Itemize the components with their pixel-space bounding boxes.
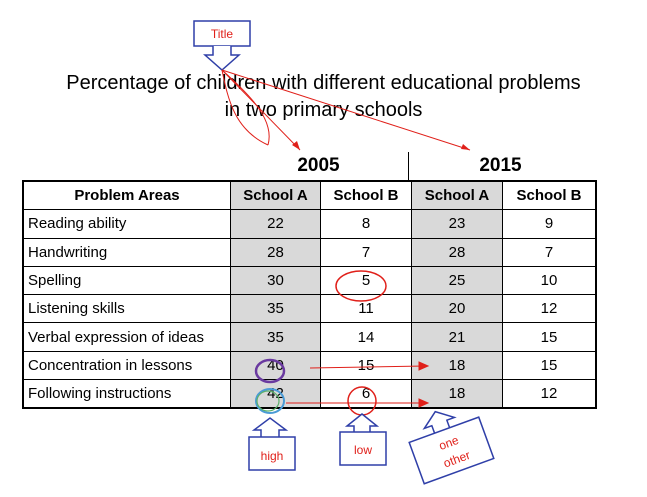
- other-callout-label-2: other: [442, 448, 472, 471]
- problem-area-cell: Following instructions: [22, 379, 231, 409]
- value-cell-2005-school-b: 5: [320, 265, 412, 296]
- problem-area-cell: Verbal expression of ideas: [22, 322, 231, 352]
- value-cell-2015-school-a: 25: [411, 265, 503, 296]
- value-cell-2005-school-a: 40: [230, 350, 321, 381]
- value-cell-2015-school-b: 12: [502, 294, 597, 324]
- problem-area-cell: Listening skills: [22, 294, 231, 324]
- high-callout-label: high: [261, 449, 284, 463]
- header-2015-school-a: School A: [411, 180, 503, 211]
- other-callout: one other: [408, 410, 495, 485]
- header-problem-areas: Problem Areas: [22, 180, 231, 211]
- value-cell-2005-school-b: 14: [320, 322, 412, 352]
- table-row: Handwriting 28 7 28 7: [22, 237, 597, 267]
- title-callout: Title: [193, 20, 251, 72]
- header-2015-school-b: School B: [502, 180, 597, 211]
- table-row: Verbal expression of ideas 35 14 21 15: [22, 322, 597, 352]
- header-2005-school-b: School B: [320, 180, 412, 211]
- high-callout: high: [248, 417, 296, 471]
- value-cell-2015-school-b: 12: [502, 379, 597, 409]
- header-row: Problem Areas School A School B School A…: [22, 180, 597, 211]
- value-cell-2015-school-b: 7: [502, 237, 597, 267]
- title-callout-label: Title: [211, 27, 234, 41]
- data-table: Problem Areas School A School B School A…: [22, 180, 597, 410]
- table-row: Listening skills 35 11 20 12: [22, 294, 597, 324]
- low-callout: low: [339, 413, 387, 466]
- value-cell-2005-school-a: 22: [230, 209, 321, 239]
- value-cell-2005-school-a: 30: [230, 265, 321, 296]
- table-row: Spelling 30 5 25 10: [22, 265, 597, 296]
- value-cell-2005-school-b: 11: [320, 294, 412, 324]
- value-cell-2005-school-b: 8: [320, 209, 412, 239]
- problem-area-cell: Concentration in lessons: [22, 350, 231, 381]
- title-arrowheads: [292, 141, 470, 150]
- value-cell-2005-school-a: 28: [230, 237, 321, 267]
- table-row: Following instructions 42 6 18 12: [22, 379, 597, 409]
- problem-area-cell: Spelling: [22, 265, 231, 296]
- other-callout-label-1: one: [437, 433, 461, 453]
- year-label-2015: 2015: [479, 155, 522, 176]
- problem-area-cell: Reading ability: [22, 209, 231, 239]
- value-cell-2005-school-a: 35: [230, 294, 321, 324]
- value-cell-2005-school-b: 6: [320, 379, 412, 409]
- value-cell-2005-school-a: 42: [230, 379, 321, 409]
- value-cell-2015-school-b: 15: [502, 350, 597, 381]
- year-label-2005: 2005: [297, 155, 340, 176]
- table-row: Reading ability 22 8 23 9: [22, 209, 597, 239]
- value-cell-2005-school-b: 7: [320, 237, 412, 267]
- value-cell-2015-school-a: 18: [411, 379, 503, 409]
- value-cell-2015-school-a: 28: [411, 237, 503, 267]
- value-cell-2015-school-b: 9: [502, 209, 597, 239]
- value-cell-2015-school-a: 21: [411, 322, 503, 352]
- value-cell-2015-school-b: 15: [502, 322, 597, 352]
- value-cell-2005-school-b: 15: [320, 350, 412, 381]
- chart-title-line-2: in two primary schools: [224, 99, 423, 121]
- value-cell-2015-school-b: 10: [502, 265, 597, 296]
- low-callout-label: low: [354, 443, 372, 457]
- value-cell-2015-school-a: 23: [411, 209, 503, 239]
- chart-title-line-1: Percentage of children with different ed…: [66, 72, 581, 94]
- value-cell-2015-school-a: 20: [411, 294, 503, 324]
- year-divider: [408, 152, 409, 180]
- value-cell-2005-school-a: 35: [230, 322, 321, 352]
- table-row: Concentration in lessons 40 15 18 15: [22, 350, 597, 381]
- value-cell-2015-school-a: 18: [411, 350, 503, 381]
- header-2005-school-a: School A: [230, 180, 321, 211]
- problem-area-cell: Handwriting: [22, 237, 231, 267]
